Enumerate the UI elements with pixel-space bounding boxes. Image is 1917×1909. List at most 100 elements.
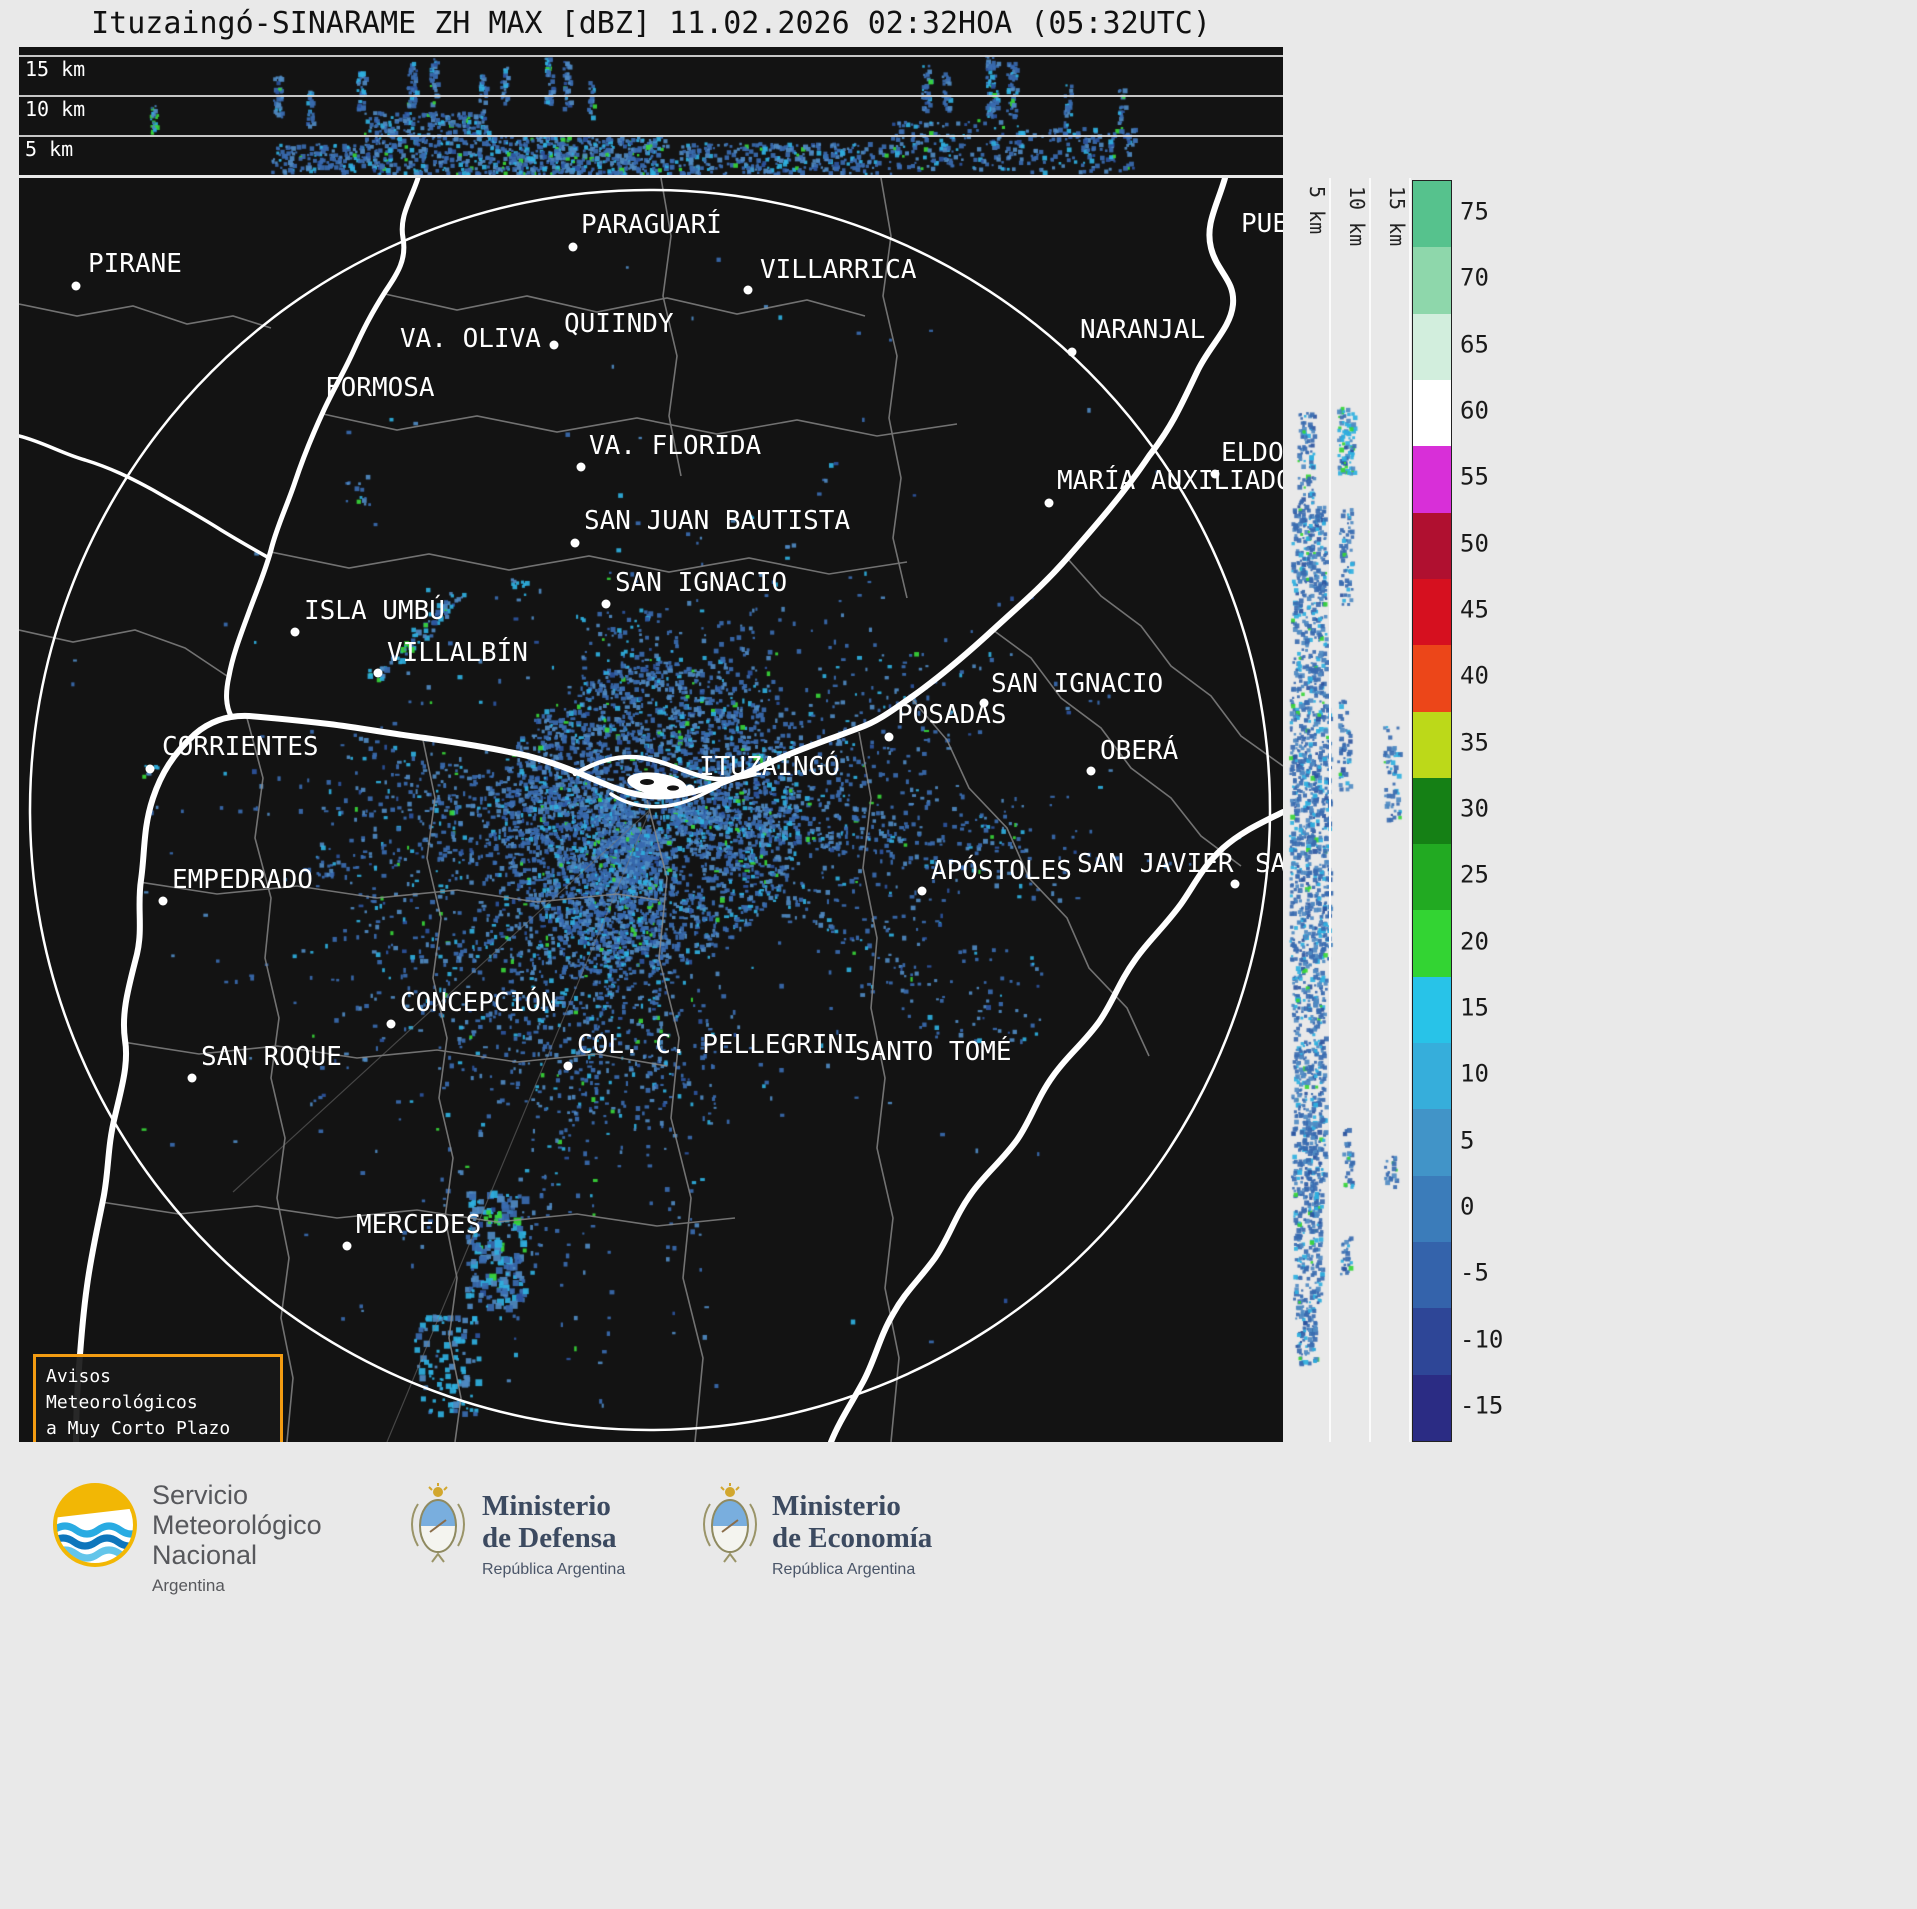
colorbar-segment bbox=[1413, 1175, 1451, 1242]
city-label: PARAGUARÍ bbox=[581, 208, 722, 240]
altitude-label-5km: 5 km bbox=[1305, 186, 1329, 235]
side-crosssection-panel: 5 km 10 km 15 km bbox=[1285, 178, 1412, 1442]
city-label: FORMOSA bbox=[325, 373, 435, 403]
colorbar-tick: 75 bbox=[1460, 197, 1489, 226]
rivers bbox=[19, 178, 1283, 1442]
colorbar bbox=[1412, 180, 1452, 1442]
warning-notice-box[interactable]: Avisos Meteorológicos a Muy Corto Plazo bbox=[33, 1354, 283, 1442]
colorbar-segment bbox=[1413, 910, 1451, 977]
city-label: APÓSTOLES bbox=[931, 854, 1072, 886]
city-dot bbox=[685, 784, 695, 794]
colorbar-segment bbox=[1413, 645, 1451, 712]
altitude-label-10km: 10 km bbox=[25, 97, 86, 121]
radar-echoes-canvas bbox=[19, 178, 1283, 1442]
city-dot bbox=[549, 340, 559, 350]
side-crosssection-echoes-canvas bbox=[1285, 178, 1412, 1442]
city-dot bbox=[1210, 469, 1220, 479]
colorbar-segment bbox=[1413, 844, 1451, 911]
colorbar-segment bbox=[1413, 1308, 1451, 1375]
colorbar-segment bbox=[1413, 313, 1451, 380]
city-label: PIRANE bbox=[88, 249, 182, 279]
colorbar-tick: 0 bbox=[1460, 1192, 1475, 1221]
city-label: VILLALBÍN bbox=[387, 636, 528, 668]
city-label: VA. FLORIDA bbox=[589, 431, 762, 461]
altitude-label-5km: 5 km bbox=[25, 137, 74, 161]
city-label: NARANJAL bbox=[1080, 315, 1205, 345]
smn-logo bbox=[53, 1483, 137, 1567]
city-dot bbox=[563, 1061, 573, 1071]
colorbar-tick: 25 bbox=[1460, 860, 1489, 889]
colorbar-tick: 35 bbox=[1460, 728, 1489, 757]
city-dot bbox=[570, 538, 580, 548]
colorbar-segment bbox=[1413, 379, 1451, 447]
city-dot bbox=[979, 698, 989, 708]
city-dot bbox=[290, 627, 300, 637]
ministerio-economia-wordmark: Ministerio de Economía República Argenti… bbox=[772, 1490, 932, 1579]
city-label: SAN JUAN BAUTISTA bbox=[584, 506, 850, 536]
city-label: MARÍA AUXILIADORA bbox=[1057, 464, 1283, 496]
radar-map: PIRANE PARAGUARÍ VILLARRICA VA. OLIVA QUIIND… bbox=[19, 178, 1283, 1442]
colorbar-segment bbox=[1413, 1374, 1451, 1441]
colorbar-ticks: 75 70 65 60 55 50 45 40 35 30 25 20 15 10 5 0 -5 -10 -15 bbox=[1460, 180, 1530, 1440]
city-label: COL. C. PELLEGRINI bbox=[577, 1030, 859, 1060]
altitude-gridline-10km bbox=[19, 95, 1283, 97]
altitude-label-10km: 10 km bbox=[1345, 186, 1369, 247]
city-label: SAN IGNACIO bbox=[991, 669, 1163, 699]
city-dot bbox=[1086, 766, 1096, 776]
colorbar-tick: 15 bbox=[1460, 993, 1489, 1022]
city-dot bbox=[386, 1019, 396, 1029]
colorbar-tick: 40 bbox=[1460, 661, 1489, 690]
city-label: POSADAS bbox=[897, 700, 1007, 730]
altitude-gridline-5km bbox=[1329, 178, 1331, 1442]
city-label: SAN ROQUE bbox=[201, 1042, 342, 1072]
colorbar-segment bbox=[1413, 1109, 1451, 1176]
top-crosssection-echoes-canvas bbox=[19, 47, 1283, 175]
city-label: VILLARRICA bbox=[760, 255, 917, 285]
coat-of-arms-economia bbox=[703, 1483, 757, 1563]
city-label: EMPEDRADO bbox=[172, 865, 313, 895]
notice-line-1: Avisos Meteorológicos bbox=[46, 1366, 198, 1414]
ministerio-defensa-wordmark: Ministerio de Defensa República Argentin… bbox=[482, 1490, 625, 1579]
colorbar-segment bbox=[1413, 711, 1451, 778]
colorbar-tick: 70 bbox=[1460, 264, 1489, 293]
city-dot bbox=[373, 668, 383, 678]
river-paraguay bbox=[224, 178, 421, 719]
colorbar-tick: 30 bbox=[1460, 794, 1489, 823]
colorbar-segment bbox=[1413, 446, 1451, 513]
altitude-gridline-15km bbox=[19, 55, 1283, 57]
city-label: CONCEPCIÓN bbox=[400, 986, 557, 1018]
altitude-gridline-10km bbox=[1369, 178, 1371, 1442]
city-dot bbox=[187, 1073, 197, 1083]
city-label: SAN bbox=[1255, 849, 1283, 879]
ministry-line: Ministerio bbox=[772, 1490, 901, 1522]
city-dot bbox=[342, 1241, 352, 1251]
city-label: OBERÁ bbox=[1100, 734, 1179, 766]
ministry-line: de Defensa bbox=[482, 1522, 617, 1555]
city-dot bbox=[743, 285, 753, 295]
river-uruguay bbox=[828, 809, 1283, 1442]
city-dot bbox=[1230, 879, 1240, 889]
colorbar-tick: 65 bbox=[1460, 330, 1489, 359]
city-dot bbox=[568, 242, 578, 252]
colorbar-tick: 55 bbox=[1460, 463, 1489, 492]
altitude-gridline-15km bbox=[1409, 178, 1411, 1442]
colorbar-segment bbox=[1413, 976, 1451, 1044]
colorbar-segment bbox=[1413, 247, 1451, 314]
colorbar-tick: 20 bbox=[1460, 927, 1489, 956]
range-ring bbox=[28, 188, 1272, 1432]
ministry-subline: República Argentina bbox=[482, 1560, 626, 1578]
notice-line-2: a Muy Corto Plazo bbox=[46, 1418, 231, 1440]
city-dot bbox=[601, 599, 611, 609]
colorbar-segment bbox=[1413, 578, 1451, 646]
river-parana bbox=[73, 178, 1237, 1442]
city-label: ITUZAINGÓ bbox=[699, 750, 840, 782]
city-label: ISLA UMBÚ bbox=[304, 594, 445, 626]
city-label: CORRIENTES bbox=[162, 732, 319, 762]
colorbar-tick: 50 bbox=[1460, 529, 1489, 558]
colorbar-tick: -15 bbox=[1460, 1391, 1504, 1420]
smn-line: Meteorológico bbox=[152, 1510, 322, 1541]
river-braid-channel bbox=[572, 754, 758, 782]
city-label: SANTO TOMÉ bbox=[855, 1035, 1012, 1067]
river-tributary bbox=[19, 434, 271, 560]
